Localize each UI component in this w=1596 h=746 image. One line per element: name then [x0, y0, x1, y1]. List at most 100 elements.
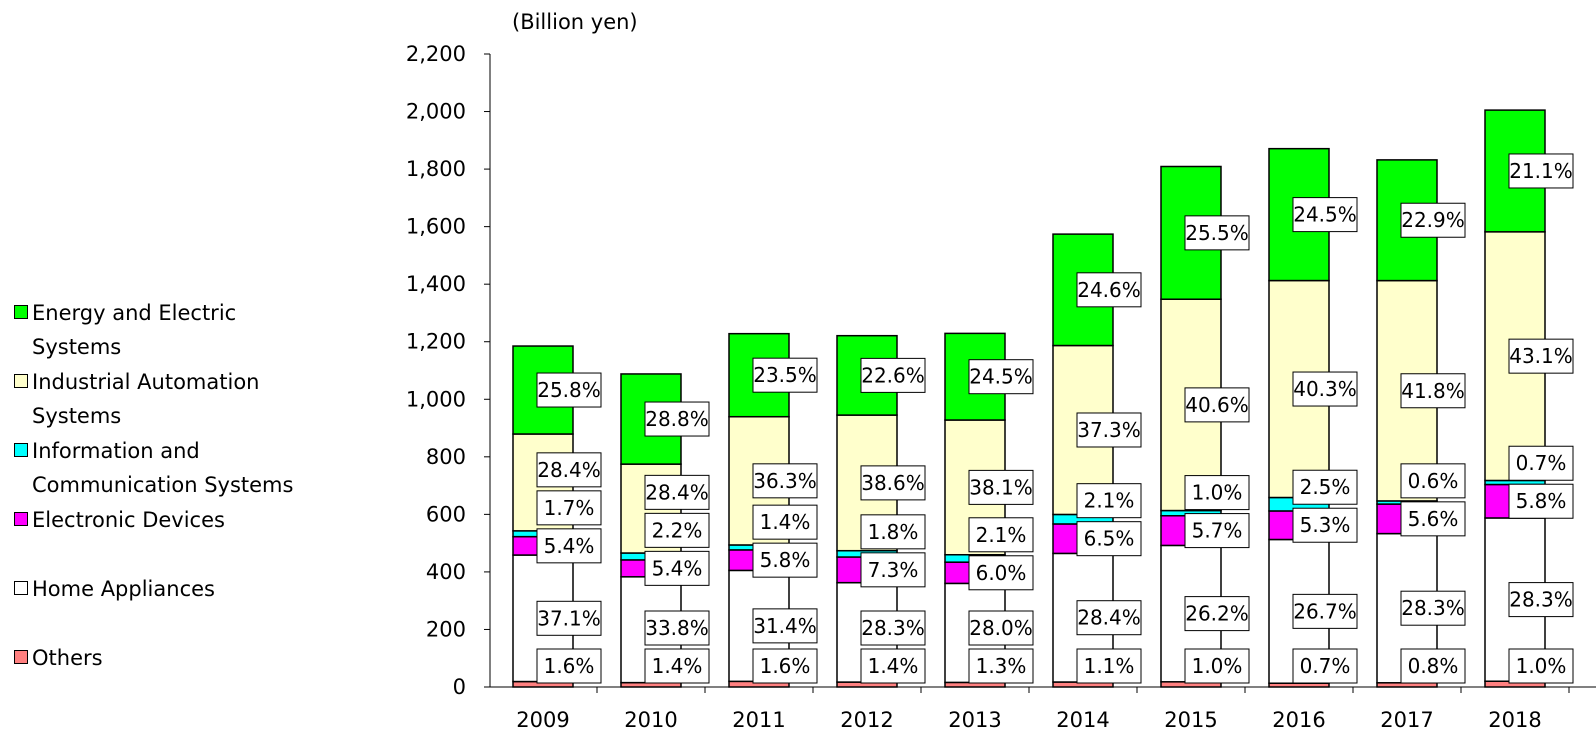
legend-swatch: [14, 443, 28, 457]
data-label-box: [1076, 521, 1142, 557]
data-label-box: [1508, 582, 1574, 618]
data-label: 0.7%: [1516, 451, 1567, 475]
data-label-box: [968, 555, 1034, 591]
y-axis-unit-label: (Billion yen): [512, 10, 638, 34]
data-label: 1.1%: [1084, 654, 1135, 678]
data-label-box: [1184, 513, 1250, 549]
data-label: 1.6%: [544, 654, 595, 678]
y-tick-label: 800: [426, 445, 466, 469]
data-label-box: [860, 648, 926, 684]
data-label-box: [968, 517, 1034, 553]
data-label: 40.6%: [1185, 393, 1249, 417]
data-label-box: [752, 504, 818, 540]
data-label-box: [1292, 469, 1358, 505]
data-label-box: [1184, 215, 1250, 251]
legend-item: Information and Communication Systems: [14, 434, 317, 502]
data-label-box: [644, 610, 710, 646]
data-label: 21.1%: [1509, 159, 1573, 183]
legend-label: Electronic Devices: [32, 508, 225, 532]
data-label: 28.8%: [645, 407, 709, 431]
y-tick-label: 1,000: [406, 387, 466, 411]
x-tick-label: 2013: [948, 708, 1001, 732]
y-tick-label: 200: [426, 617, 466, 641]
x-tick-label: 2009: [516, 708, 569, 732]
data-label: 1.0%: [1192, 481, 1243, 505]
data-label-box: [1400, 590, 1466, 626]
data-label: 1.3%: [976, 654, 1027, 678]
data-label-box: [1184, 475, 1250, 511]
legend-label: Energy and Electric Systems: [32, 301, 237, 359]
data-label-box: [1508, 648, 1574, 684]
data-label-box: [644, 474, 710, 510]
data-label: 2.1%: [976, 523, 1027, 547]
data-label-box: [644, 512, 710, 548]
data-label-box: [1076, 600, 1142, 636]
data-label-box: [1292, 197, 1358, 233]
data-label-box: [536, 490, 602, 526]
x-tick-label: 2018: [1488, 708, 1541, 732]
data-label: 6.5%: [1084, 527, 1135, 551]
legend-item: Home Appliances: [14, 572, 317, 606]
x-tick-label: 2014: [1056, 708, 1109, 732]
data-label-box: [644, 550, 710, 586]
data-label: 0.7%: [1300, 654, 1351, 678]
legend-swatch: [14, 374, 28, 388]
legend-label: Industrial Automation Systems: [32, 370, 260, 428]
data-label-box: [860, 610, 926, 646]
data-label: 26.2%: [1185, 602, 1249, 626]
data-label: 1.4%: [868, 654, 919, 678]
data-label-box: [1076, 648, 1142, 684]
data-label: 1.0%: [1516, 654, 1567, 678]
data-label: 43.1%: [1509, 344, 1573, 368]
data-label-box: [968, 610, 1034, 646]
data-label-box: [1292, 593, 1358, 629]
data-label: 23.5%: [753, 363, 817, 387]
legend-swatch: [14, 305, 28, 319]
data-label: 1.8%: [868, 520, 919, 544]
data-label: 25.8%: [537, 378, 601, 402]
data-label: 24.5%: [1293, 203, 1357, 227]
data-label: 33.8%: [645, 616, 709, 640]
data-label-box: [644, 648, 710, 684]
data-label: 0.6%: [1408, 469, 1459, 493]
data-label: 26.7%: [1293, 599, 1357, 623]
y-tick-label: 1,400: [406, 272, 466, 296]
legend-item: Energy and Electric Systems: [14, 296, 317, 364]
data-label-box: [1076, 483, 1142, 519]
data-label-box: [860, 552, 926, 588]
legend-label: Home Appliances: [32, 577, 215, 601]
data-label-box: [1400, 501, 1466, 537]
y-tick-label: 1,600: [406, 215, 466, 239]
data-label: 40.3%: [1293, 377, 1357, 401]
data-label: 5.8%: [1516, 489, 1567, 513]
data-label: 28.3%: [1509, 588, 1573, 612]
data-label-box: [1292, 371, 1358, 407]
data-label-box: [1508, 483, 1574, 519]
data-label-box: [1400, 373, 1466, 409]
data-label-box: [752, 608, 818, 644]
legend-label: Others: [32, 646, 103, 670]
data-label-box: [860, 465, 926, 501]
data-label: 25.5%: [1185, 221, 1249, 245]
data-label-box: [1400, 463, 1466, 499]
data-label: 22.9%: [1401, 208, 1465, 232]
data-label: 28.4%: [645, 480, 709, 504]
x-tick-label: 2015: [1164, 708, 1217, 732]
legend-item: Others: [14, 641, 317, 675]
data-label: 28.0%: [969, 616, 1033, 640]
data-label-box: [536, 372, 602, 408]
legend-swatch: [14, 581, 28, 595]
data-label-box: [1184, 387, 1250, 423]
data-label: 5.4%: [652, 556, 703, 580]
data-label: 24.6%: [1077, 278, 1141, 302]
y-tick-label: 400: [426, 560, 466, 584]
data-label-box: [968, 469, 1034, 505]
data-label-box: [1292, 648, 1358, 684]
data-label-box: [860, 514, 926, 550]
x-tick-label: 2016: [1272, 708, 1325, 732]
data-label-box: [644, 401, 710, 437]
data-label: 2.5%: [1300, 475, 1351, 499]
data-label-box: [860, 357, 926, 393]
y-tick-label: 1,200: [406, 330, 466, 354]
data-label-box: [752, 463, 818, 499]
